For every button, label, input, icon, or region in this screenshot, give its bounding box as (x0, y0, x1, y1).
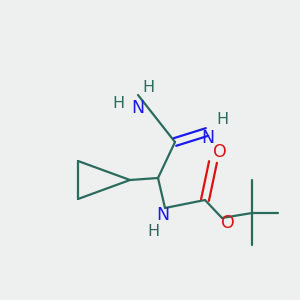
Text: N: N (131, 99, 145, 117)
Text: N: N (156, 206, 170, 224)
Text: N: N (201, 129, 214, 147)
Text: H: H (216, 112, 228, 127)
Text: H: H (147, 224, 159, 239)
Text: H: H (112, 95, 124, 110)
Text: O: O (213, 143, 227, 161)
Text: O: O (221, 214, 235, 232)
Text: H: H (142, 80, 154, 94)
